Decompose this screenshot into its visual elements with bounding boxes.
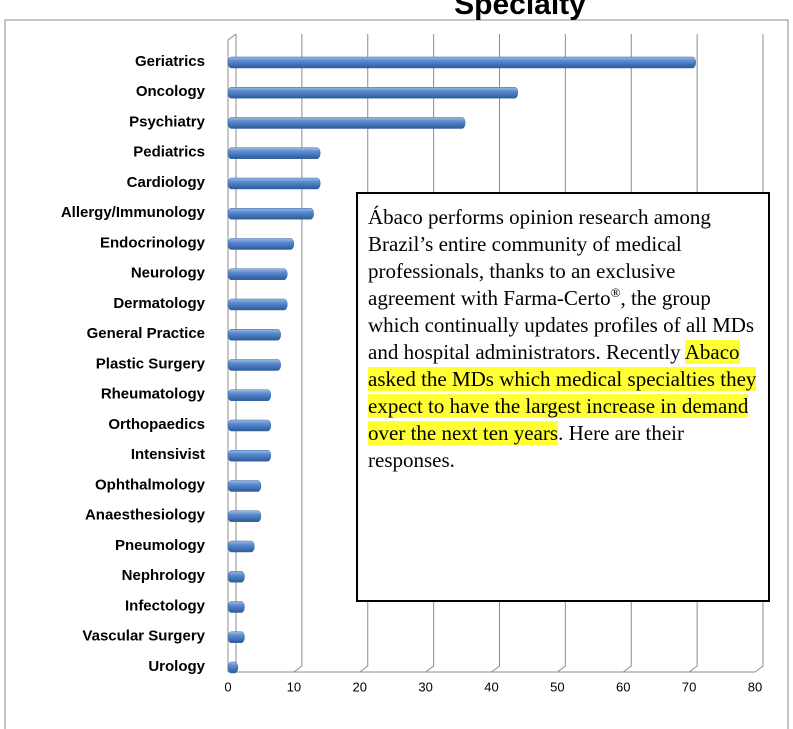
x-tick-label: 70 <box>682 679 696 694</box>
y-tick-label: Neurology <box>131 265 206 282</box>
bar <box>227 177 321 190</box>
bar <box>227 359 281 371</box>
bar <box>227 510 262 522</box>
bar <box>227 268 288 280</box>
x-tick-label: 40 <box>484 679 498 694</box>
x-tick-label: 30 <box>418 679 432 694</box>
y-tick-label: Urology <box>148 658 205 675</box>
text: , the group which continually updates pr… <box>368 286 755 364</box>
text: Ábaco performs opinion research among Br… <box>368 205 711 310</box>
text: ® <box>610 285 621 300</box>
y-tick-label: Allergy/Immunology <box>61 204 206 221</box>
bar <box>227 56 696 69</box>
bar <box>227 601 245 613</box>
bar <box>227 571 245 583</box>
y-tick-label: Endocrinology <box>100 234 206 251</box>
bar <box>227 631 245 643</box>
chart-border <box>4 19 789 729</box>
x-tick-label: 0 <box>224 679 231 694</box>
bar <box>227 450 272 462</box>
y-tick-label: Nephrology <box>122 567 206 584</box>
y-tick-label: Dermatology <box>113 295 205 312</box>
y-tick-label: Geriatrics <box>135 53 205 70</box>
x-tick-label: 80 <box>748 679 762 694</box>
y-tick-label: General Practice <box>87 325 205 342</box>
y-tick-label: Ophthalmology <box>95 476 206 493</box>
y-tick-label: Orthopaedics <box>108 416 205 433</box>
y-tick-label: Anaesthesiology <box>85 507 206 524</box>
text-box: Ábaco performs opinion research among Br… <box>356 192 770 602</box>
bar <box>227 419 272 432</box>
bar <box>227 540 255 553</box>
y-tick-label: Intensivist <box>131 446 205 463</box>
y-tick-label: Rheumatology <box>101 386 206 403</box>
bar <box>227 661 239 674</box>
bar <box>227 329 281 341</box>
grid-line <box>293 34 303 673</box>
bar <box>227 480 262 492</box>
text: . Here are their responses. <box>368 421 685 472</box>
y-tick-label: Cardiology <box>127 174 206 191</box>
bar <box>227 147 321 159</box>
y-tick-label: Pneumology <box>115 537 206 554</box>
y-tick-label: Psychiatry <box>129 113 206 130</box>
x-tick-label: 20 <box>353 679 367 694</box>
y-tick-label: Infectology <box>125 597 206 614</box>
x-tick-label: 10 <box>287 679 301 694</box>
bar <box>227 389 272 401</box>
y-tick-label: Vascular Surgery <box>82 628 205 645</box>
x-tick-label: 60 <box>616 679 630 694</box>
y-tick-label: Plastic Surgery <box>96 355 206 372</box>
bar <box>227 117 466 129</box>
bar <box>227 298 288 311</box>
bar <box>227 87 519 99</box>
bar <box>227 238 295 250</box>
axis-line <box>227 33 237 41</box>
chart-title: Specialty <box>454 0 586 21</box>
bar <box>227 208 314 220</box>
y-tick-label: Oncology <box>136 83 206 100</box>
x-tick-label: 50 <box>550 679 564 694</box>
y-tick-label: Pediatrics <box>133 144 205 161</box>
